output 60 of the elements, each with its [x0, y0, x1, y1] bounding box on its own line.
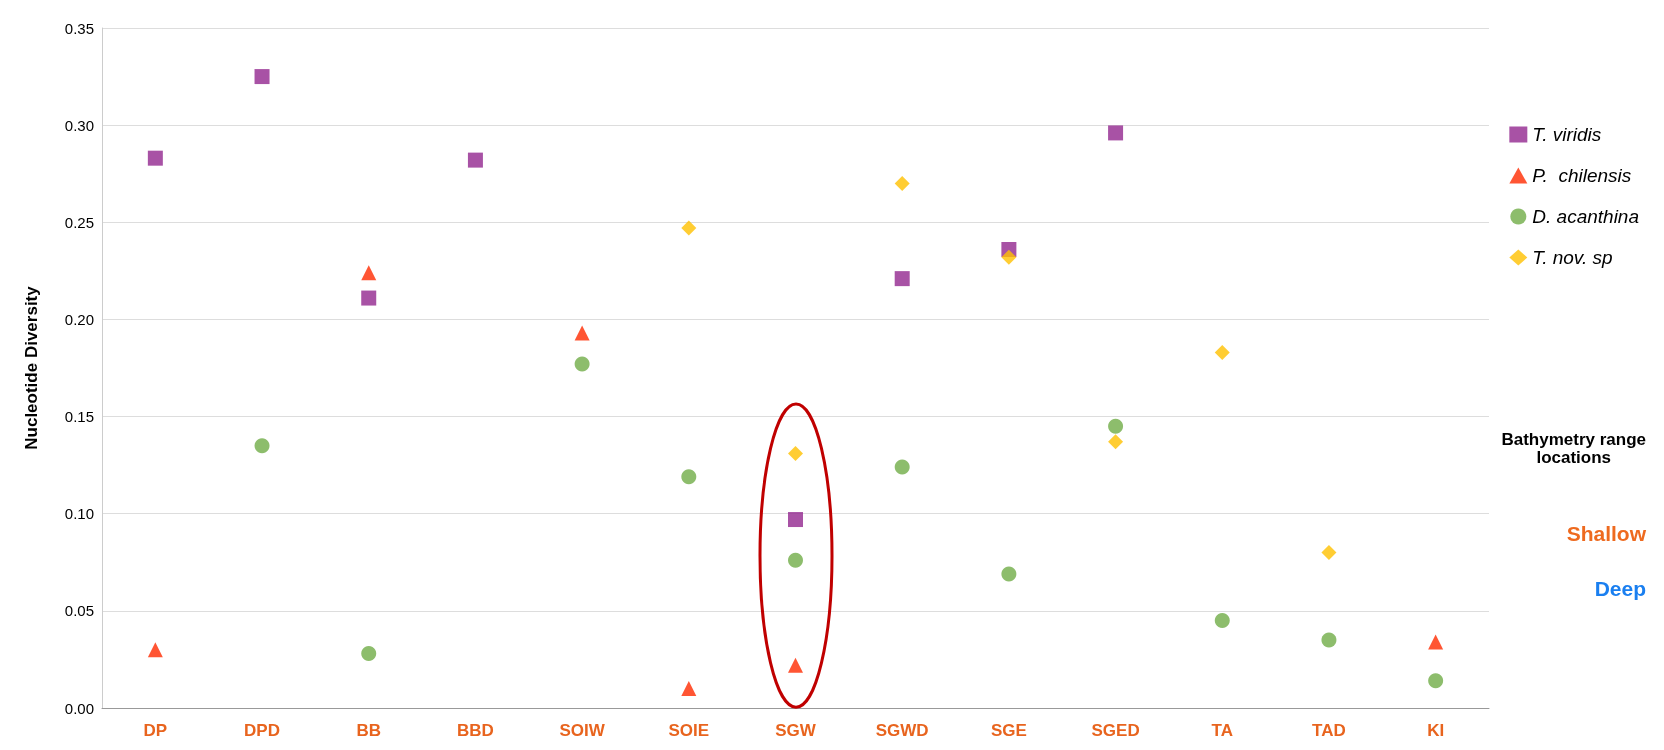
point [1321, 545, 1337, 561]
x-tick-label: SGW [775, 721, 817, 740]
point [1428, 634, 1444, 650]
point [681, 681, 697, 697]
point [788, 445, 803, 461]
point [681, 469, 697, 485]
point [574, 325, 590, 341]
text: Shallow [1566, 522, 1647, 545]
point [1428, 673, 1444, 689]
x-tick-label: DPD [244, 721, 280, 740]
x-tick-label: KI [1427, 721, 1445, 740]
point [681, 220, 697, 236]
point [1321, 632, 1337, 648]
point [894, 459, 910, 475]
text: Bathymetry range locations [1501, 429, 1647, 467]
point [1214, 344, 1230, 360]
legend-label: T. viridis [1532, 124, 1602, 145]
point [361, 265, 377, 281]
x-tick-label: TAD [1312, 721, 1346, 740]
y-tick-label: 0.05 [64, 602, 94, 620]
point [1108, 434, 1124, 450]
point [254, 69, 270, 85]
x-tick-label: TA [1211, 721, 1233, 740]
point [894, 271, 910, 287]
point [147, 150, 163, 166]
point [788, 657, 803, 673]
y-tick-label: 0.30 [64, 116, 94, 134]
point [361, 646, 377, 662]
point [1108, 418, 1124, 434]
x-tick-label: BB [356, 721, 382, 740]
x-tick-label: SGED [1091, 721, 1140, 740]
x-tick-label: SGE [990, 721, 1027, 740]
point [1001, 566, 1017, 582]
point [361, 290, 377, 306]
point [467, 152, 483, 168]
point [894, 175, 910, 191]
point [1214, 613, 1230, 629]
legend-label: D. acanthina [1532, 206, 1640, 227]
point [574, 356, 590, 372]
point [1108, 125, 1124, 141]
x-tick-label: SGWD [875, 721, 929, 740]
point [788, 552, 803, 568]
y-tick-label: 0.15 [64, 408, 94, 426]
point [254, 438, 270, 454]
point [1001, 249, 1017, 265]
y-tick-label: 0.00 [64, 699, 94, 717]
point [147, 642, 163, 658]
y-tick-label: 0.20 [64, 310, 94, 328]
y-tick-label: 0.25 [64, 213, 94, 231]
legend-label: T. nov. sp [1532, 247, 1613, 268]
x-tick-label: BBD [457, 721, 494, 740]
x-tick-label: SOIE [668, 721, 710, 740]
y-axis-title: Nucleotide Diversity [22, 285, 41, 450]
y-tick-label: 0.10 [64, 505, 94, 523]
legend-label: P. chilensis [1532, 165, 1632, 186]
y-tick-label: 0.35 [64, 19, 94, 37]
x-tick-label: DP [143, 721, 168, 740]
point [788, 512, 803, 528]
text: Deep [1594, 577, 1646, 600]
x-tick-label: SOIW [559, 721, 606, 740]
